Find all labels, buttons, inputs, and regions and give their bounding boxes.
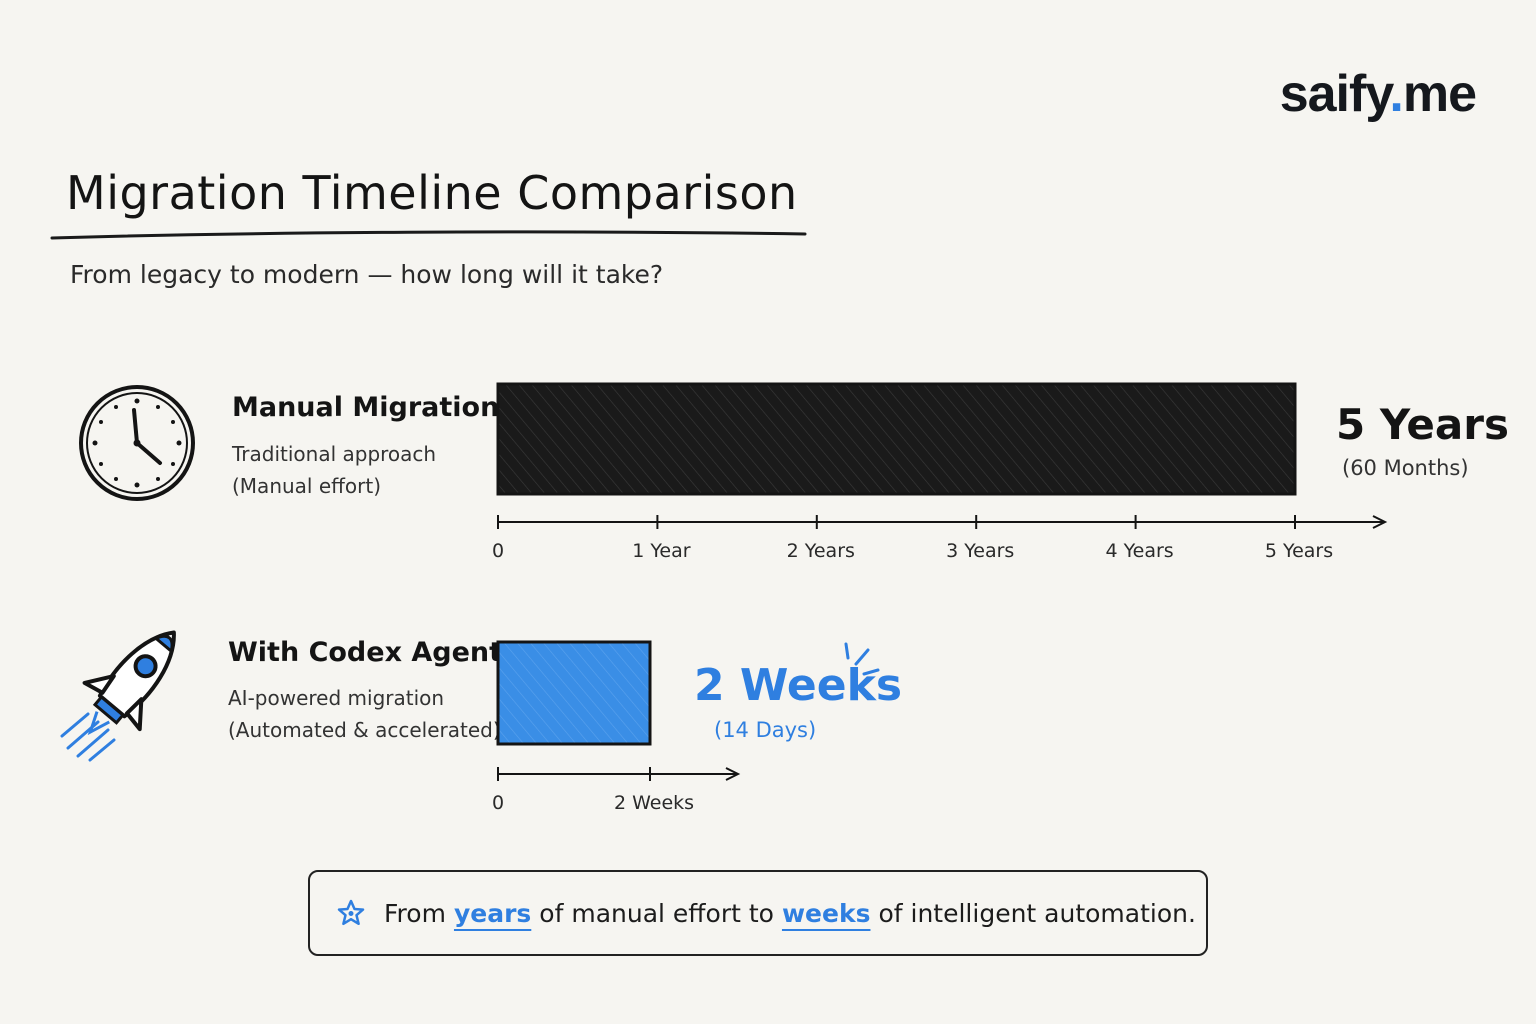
summary-highlight-years: years [453,898,532,928]
emphasis-marks [844,642,880,676]
title-underline [50,230,807,240]
summary-text-3: of intelligent automation. [878,898,1196,928]
manual-desc-2: (Manual effort) [232,474,382,498]
star-icon [336,898,366,928]
tick-label: 3 Years [946,540,1014,562]
tick-label: 2 Weeks [614,792,694,814]
codex-desc-1: AI-powered migration [228,686,445,710]
tick-label: 0 [492,540,504,562]
summary-text-2: of manual effort to [539,898,774,928]
tick-label: 1 Year [632,540,691,562]
codex-value-sub: (14 Days) [714,718,817,742]
manual-timeline-chart: 0 1 Year 2 Years 3 Years 4 Years 5 Years [492,382,1388,562]
tick-label: 4 Years [1105,540,1173,562]
brand-name: saify [1279,65,1391,123]
tick-label: 0 [492,792,504,814]
page-subtitle: From legacy to modern — how long will it… [70,260,664,289]
summary-callout: From years of manual effort to weeks of … [308,870,1208,956]
brand-logo: saify.me [1279,64,1477,124]
clock-icon [79,385,195,501]
summary-text-1: From [384,898,446,928]
page-title: Migration Timeline Comparison [66,166,798,220]
summary-highlight-weeks: weeks [781,898,871,928]
brand-dot: . [1389,65,1403,123]
codex-axis-arrow [725,767,741,781]
manual-bar [496,382,1297,496]
codex-title: With Codex Agent [228,637,503,668]
manual-value-sub: (60 Months) [1342,456,1469,480]
manual-value: 5 Years [1336,400,1509,449]
codex-value: 2 Weeks [694,660,903,711]
manual-title: Manual Migration [232,392,500,423]
manual-desc-1: Traditional approach [232,442,437,466]
tick-label: 2 Years [787,540,855,562]
rocket-icon [60,630,176,762]
tick-label: 5 Years [1265,540,1333,562]
manual-axis-arrow [1372,515,1388,529]
codex-timeline-chart: 0 2 Weeks [492,640,741,814]
brand-tld: me [1402,65,1477,123]
codex-desc-2: (Automated & accelerated) [228,718,501,742]
codex-bar [496,640,652,746]
